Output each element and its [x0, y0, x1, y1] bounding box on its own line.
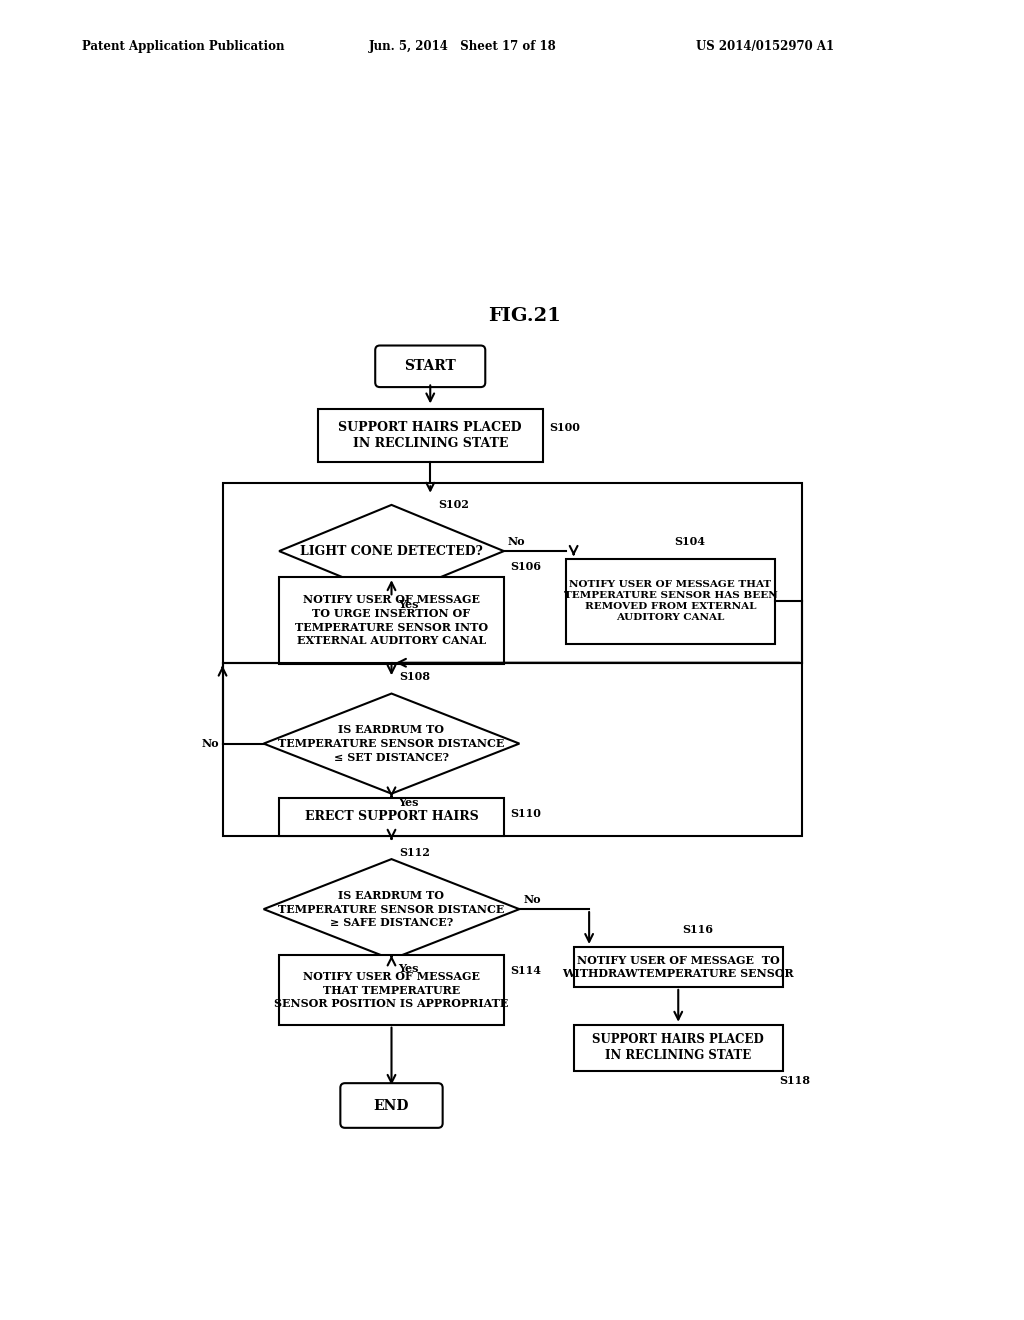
Text: IS EARDRUM TO
TEMPERATURE SENSOR DISTANCE
≤ SET DISTANCE?: IS EARDRUM TO TEMPERATURE SENSOR DISTANC… [279, 725, 505, 763]
Text: SUPPORT HAIRS PLACED
IN RECLINING STATE: SUPPORT HAIRS PLACED IN RECLINING STATE [339, 421, 522, 450]
Text: S100: S100 [549, 422, 580, 433]
Text: S102: S102 [438, 499, 469, 511]
Text: S108: S108 [399, 671, 430, 682]
Text: S104: S104 [675, 536, 706, 548]
Bar [222, 663, 802, 836]
Bar [573, 1024, 783, 1071]
Text: S118: S118 [779, 1074, 810, 1085]
Text: NOTIFY USER OF MESSAGE
TO URGE INSERTION OF
TEMPERATURE SENSOR INTO
EXTERNAL AUD: NOTIFY USER OF MESSAGE TO URGE INSERTION… [295, 594, 488, 647]
Text: LIGHT CONE DETECTED?: LIGHT CONE DETECTED? [300, 545, 483, 557]
Text: No: No [523, 895, 541, 906]
FancyBboxPatch shape [340, 1084, 442, 1127]
Bar [573, 946, 783, 987]
Text: NOTIFY USER OF MESSAGE THAT
TEMPERATURE SENSOR HAS BEEN
REMOVED FROM EXTERNAL
AU: NOTIFY USER OF MESSAGE THAT TEMPERATURE … [563, 579, 777, 622]
Text: Yes: Yes [397, 964, 418, 974]
Text: NOTIFY USER OF MESSAGE  TO
WITHDRAWTEMPERATURE SENSOR: NOTIFY USER OF MESSAGE TO WITHDRAWTEMPER… [562, 954, 794, 979]
Text: ERECT SUPPORT HAIRS: ERECT SUPPORT HAIRS [304, 810, 478, 824]
Text: START: START [404, 359, 456, 374]
Bar [222, 483, 802, 663]
Text: US 2014/0152970 A1: US 2014/0152970 A1 [696, 40, 835, 53]
Bar [317, 409, 543, 462]
Text: S112: S112 [399, 847, 430, 858]
Text: Patent Application Publication: Patent Application Publication [82, 40, 285, 53]
Text: S114: S114 [510, 965, 541, 977]
Bar [566, 558, 775, 644]
Text: SUPPORT HAIRS PLACED
IN RECLINING STATE: SUPPORT HAIRS PLACED IN RECLINING STATE [592, 1034, 764, 1063]
Text: IS EARDRUM TO
TEMPERATURE SENSOR DISTANCE
≥ SAFE DISTANCE?: IS EARDRUM TO TEMPERATURE SENSOR DISTANC… [279, 890, 505, 928]
Bar [280, 577, 504, 664]
Text: No: No [508, 536, 525, 548]
Bar [280, 797, 504, 836]
Text: END: END [374, 1098, 410, 1113]
FancyBboxPatch shape [375, 346, 485, 387]
Text: NOTIFY USER OF MESSAGE
THAT TEMPERATURE
SENSOR POSITION IS APPROPRIATE: NOTIFY USER OF MESSAGE THAT TEMPERATURE … [274, 970, 509, 1010]
Text: Yes: Yes [397, 797, 418, 808]
Polygon shape [280, 506, 504, 597]
Text: FIG.21: FIG.21 [488, 308, 561, 325]
Text: S110: S110 [510, 808, 541, 820]
Text: Jun. 5, 2014   Sheet 17 of 18: Jun. 5, 2014 Sheet 17 of 18 [369, 40, 556, 53]
Text: S106: S106 [510, 561, 541, 572]
Polygon shape [263, 859, 519, 960]
Text: No: No [201, 738, 219, 750]
Bar [280, 956, 504, 1024]
Text: S116: S116 [682, 924, 713, 936]
Text: Yes: Yes [397, 599, 418, 610]
Polygon shape [263, 693, 519, 793]
